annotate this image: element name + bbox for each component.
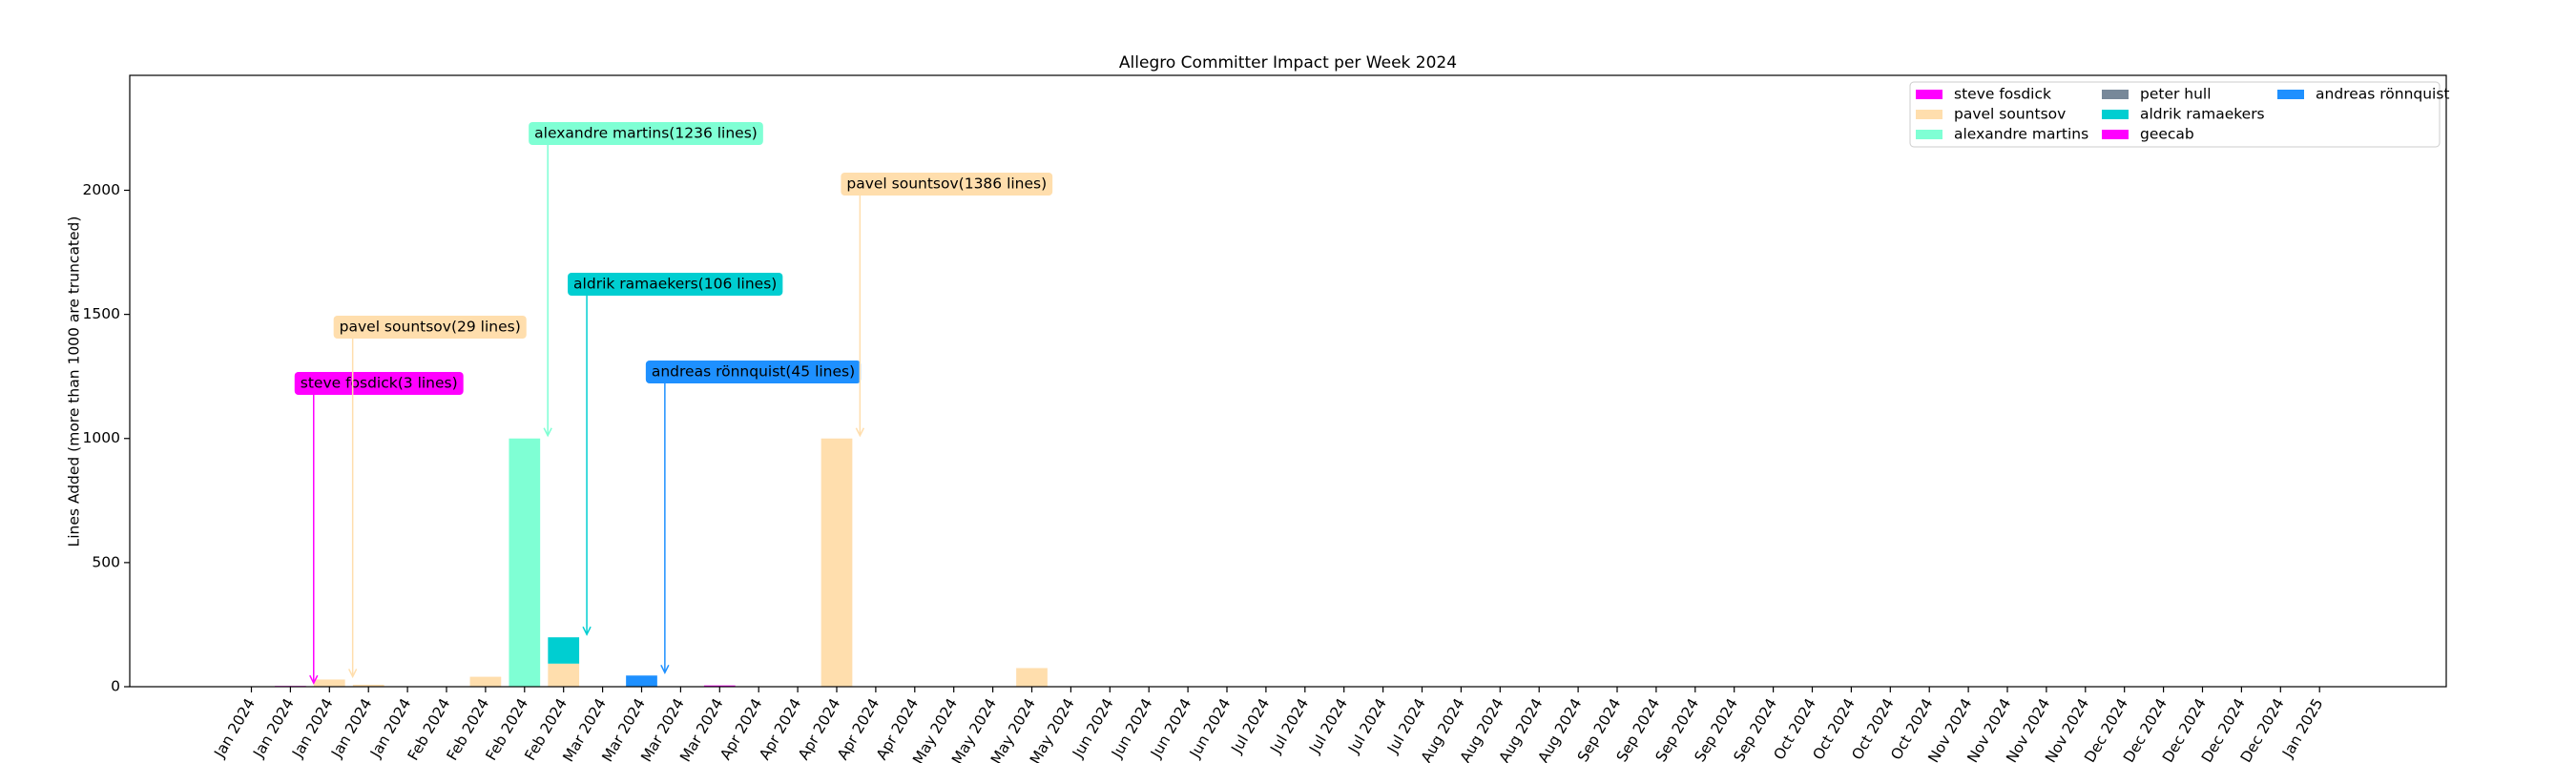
plot-frame: [129, 74, 2447, 688]
annotation-box: [841, 173, 1053, 196]
bar: [313, 679, 345, 687]
legend-label: alexandre martins: [1954, 126, 2088, 143]
legend-label: aldrik ramaekers: [2140, 106, 2265, 123]
legend-swatch: [2102, 130, 2129, 139]
annotation: aldrik ramaekers(106 lines): [568, 273, 783, 296]
annotation: pavel sountsov(1386 lines): [841, 173, 1053, 196]
y-tick-label: 0: [111, 678, 120, 695]
legend-label: steve fosdick: [1954, 86, 2051, 103]
annotation: alexandre martins(1236 lines): [529, 122, 763, 145]
annotation-text: alexandre martins(1236 lines): [534, 125, 758, 142]
annotation-arrowhead: [660, 664, 670, 674]
chart-title: Allegro Committer Impact per Week 2024: [1119, 53, 1457, 72]
legend-swatch: [2102, 90, 2129, 99]
annotation-arrowhead: [855, 427, 865, 438]
annotation-text: pavel sountsov(29 lines): [340, 319, 521, 336]
annotation-box: [333, 316, 527, 339]
annotation-text: steve fosdick(3 lines): [301, 375, 458, 392]
legend-label: pavel sountsov: [1954, 106, 2066, 123]
annotation-text: andreas rönnquist(45 lines): [652, 363, 855, 381]
legend-label: peter hull: [2140, 86, 2212, 103]
annotation-text: aldrik ramaekers(106 lines): [573, 276, 777, 293]
annotation-arrowhead: [543, 427, 552, 438]
legend-swatch: [2102, 110, 2129, 119]
y-tick-label: 500: [92, 553, 120, 570]
y-axis-label: Lines Added (more than 1000 are truncate…: [66, 217, 83, 547]
legend-label: andreas rönnquist: [2316, 86, 2450, 103]
annotation: pavel sountsov(29 lines): [333, 316, 527, 339]
legend-swatch: [1916, 110, 1942, 119]
annotation-arrowhead: [309, 674, 319, 685]
bar: [1016, 668, 1048, 687]
y-tick-label: 2000: [83, 181, 120, 198]
legend-swatch: [2277, 90, 2304, 99]
bar: [469, 676, 502, 687]
bar: [548, 637, 580, 664]
annotation-box: [294, 372, 464, 395]
bar: [509, 438, 541, 687]
legend-label: geecab: [2140, 126, 2194, 143]
legend-swatch: [1916, 130, 1942, 139]
annotation-arrowhead: [582, 626, 592, 636]
annotation-box: [529, 122, 763, 145]
y-tick-label: 1000: [83, 429, 120, 446]
annotation-text: pavel sountsov(1386 lines): [846, 175, 1047, 193]
legend-swatch: [1916, 90, 1942, 99]
annotation-box: [568, 273, 783, 296]
bar: [626, 675, 657, 687]
annotation-box: [645, 361, 862, 383]
legend-frame: [1909, 81, 2441, 148]
bar: [703, 685, 736, 687]
bar: [821, 438, 853, 687]
bar: [352, 684, 384, 687]
bar: [548, 663, 580, 687]
annotation: steve fosdick(3 lines): [294, 372, 464, 395]
annotation-arrowhead: [347, 669, 358, 679]
y-tick-label: 1500: [83, 305, 120, 322]
annotation: andreas rönnquist(45 lines): [645, 361, 862, 383]
